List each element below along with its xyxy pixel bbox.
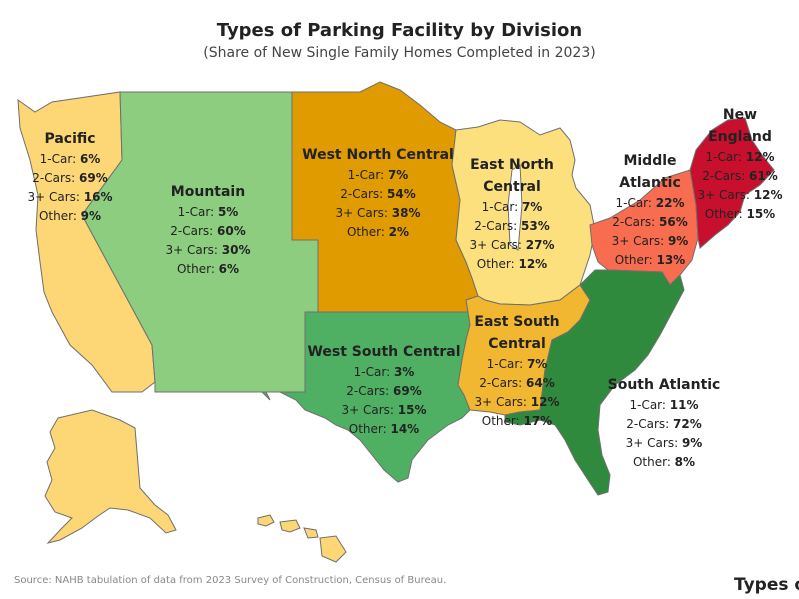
- row-1car: 1-Car: 7%: [486, 357, 548, 371]
- region-east-north-central[interactable]: [451, 119, 596, 306]
- row-2cars: 2-Cars: 53%: [474, 219, 550, 233]
- region-middle-atlantic[interactable]: [589, 169, 699, 286]
- row-2cars: 2-Cars: 60%: [170, 224, 246, 238]
- row-3cars: 3+ Cars: 9%: [611, 234, 689, 248]
- row-other: Other: 14%: [348, 422, 420, 436]
- label-west-south-central: West South Central 1-Car: 3% 2-Cars: 69%…: [304, 341, 464, 439]
- row-other: Other: 17%: [481, 414, 553, 428]
- region-name-line2: Central: [488, 336, 546, 352]
- region-name-line1: Middle: [623, 153, 677, 169]
- row-3cars: 3+ Cars: 30%: [165, 243, 251, 257]
- region-name-line1: New: [722, 107, 758, 123]
- region-alaska[interactable]: [44, 409, 177, 544]
- row-1car: 1-Car: 3%: [353, 365, 415, 379]
- row-1car: 1-Car: 5%: [177, 205, 239, 219]
- source-note: Source: NAHB tabulation of data from 202…: [14, 575, 447, 586]
- row-2cars: 2-Cars: 69%: [346, 384, 422, 398]
- label-west-north-central: West North Central 1-Car: 7% 2-Cars: 54%…: [296, 144, 460, 242]
- label-new-england: New England 1-Car: 12% 2-Cars: 61% 3+ Ca…: [694, 104, 786, 224]
- row-other: Other: 6%: [176, 262, 240, 276]
- row-other: Other: 8%: [632, 455, 696, 469]
- row-2cars: 2-Cars: 64%: [479, 376, 555, 390]
- row-other: Other: 2%: [346, 225, 410, 239]
- row-3cars: 3+ Cars: 16%: [27, 190, 113, 204]
- region-name: Mountain: [170, 184, 246, 200]
- label-south-atlantic: South Atlantic 1-Car: 11% 2-Cars: 72% 3+…: [602, 374, 726, 472]
- region-hawaii-1[interactable]: [257, 514, 275, 527]
- footer-title-cut: Types o: [734, 575, 799, 595]
- row-2cars: 2-Cars: 69%: [32, 171, 108, 185]
- row-3cars: 3+ Cars: 38%: [335, 206, 421, 220]
- row-1car: 1-Car: 11%: [629, 398, 699, 412]
- region-name: South Atlantic: [607, 377, 721, 393]
- region-name: West South Central: [307, 344, 461, 360]
- region-hawaii-3[interactable]: [303, 527, 319, 539]
- row-3cars: 3+ Cars: 12%: [697, 188, 783, 202]
- region-name-line1: East North: [470, 157, 554, 173]
- row-1car: 1-Car: 6%: [39, 152, 101, 166]
- label-pacific: Pacific 1-Car: 6% 2-Cars: 69% 3+ Cars: 1…: [20, 128, 120, 226]
- region-name-line2: England: [708, 129, 772, 145]
- row-1car: 1-Car: 7%: [481, 200, 543, 214]
- label-east-south-central: East South Central 1-Car: 7% 2-Cars: 64%…: [462, 311, 572, 431]
- chart-title: Types of Parking Facility by Division: [216, 20, 583, 41]
- row-2cars: 2-Cars: 56%: [612, 215, 688, 229]
- row-3cars: 3+ Cars: 12%: [474, 395, 560, 409]
- row-other: Other: 15%: [704, 207, 776, 221]
- row-1car: 1-Car: 22%: [615, 196, 685, 210]
- label-mountain: Mountain 1-Car: 5% 2-Cars: 60% 3+ Cars: …: [148, 181, 268, 279]
- row-1car: 1-Car: 7%: [347, 168, 409, 182]
- label-east-north-central: East North Central 1-Car: 7% 2-Cars: 53%…: [457, 154, 567, 274]
- region-new-england[interactable]: [689, 117, 775, 249]
- region-name-line2: Central: [483, 179, 541, 195]
- row-3cars: 3+ Cars: 27%: [469, 238, 555, 252]
- region-name: West North Central: [302, 147, 454, 163]
- row-other: Other: 9%: [38, 209, 102, 223]
- row-2cars: 2-Cars: 54%: [340, 187, 416, 201]
- row-2cars: 2-Cars: 72%: [626, 417, 702, 431]
- region-hawaii-2[interactable]: [279, 519, 301, 533]
- row-other: Other: 12%: [476, 257, 548, 271]
- chart-subtitle: (Share of New Single Family Homes Comple…: [203, 45, 596, 61]
- row-3cars: 3+ Cars: 9%: [625, 436, 703, 450]
- row-2cars: 2-Cars: 61%: [702, 169, 778, 183]
- region-name: Pacific: [44, 131, 96, 147]
- region-hawaii-4[interactable]: [319, 535, 347, 563]
- region-name-line2: Atlantic: [619, 175, 681, 191]
- label-middle-atlantic: Middle Atlantic 1-Car: 22% 2-Cars: 56% 3…: [603, 150, 697, 270]
- row-3cars: 3+ Cars: 15%: [341, 403, 427, 417]
- row-other: Other: 13%: [614, 253, 686, 267]
- row-1car: 1-Car: 12%: [705, 150, 775, 164]
- region-south-atlantic[interactable]: [504, 269, 685, 496]
- region-name-line1: East South: [474, 314, 560, 330]
- lake-michigan: [507, 164, 523, 251]
